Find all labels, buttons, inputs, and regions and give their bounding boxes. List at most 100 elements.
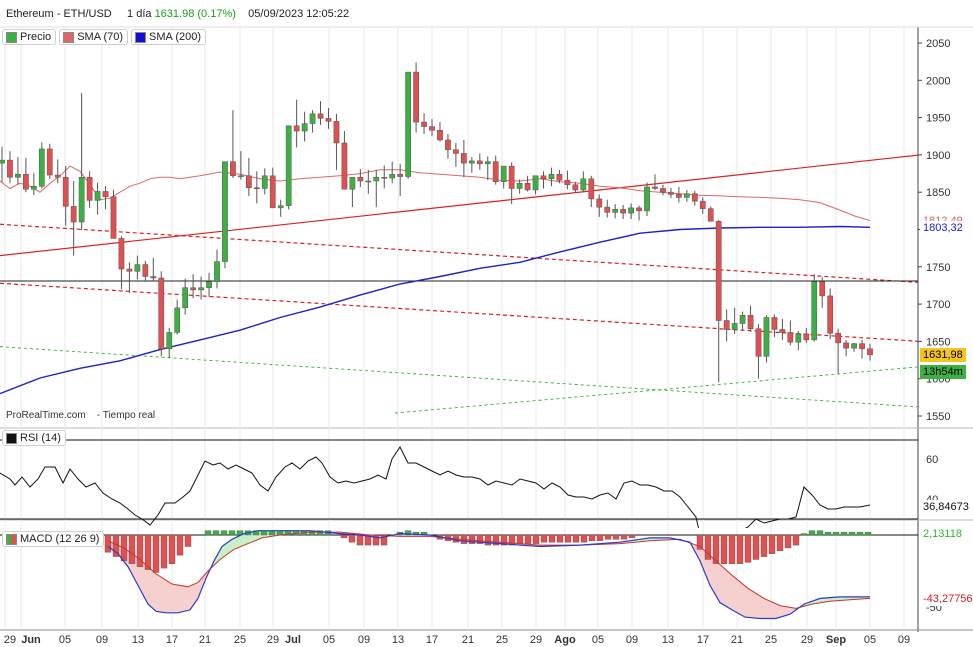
macd-hist-bar	[152, 534, 160, 573]
rsi-swatch-icon	[6, 432, 17, 444]
legend-label: SMA (200)	[149, 31, 202, 43]
candle-body	[285, 125, 292, 206]
price-legend: Precio SMA (70) SMA (200)	[2, 29, 207, 45]
candle	[604, 199, 611, 218]
macd-fill	[712, 557, 714, 593]
price-change: (0.17%)	[197, 8, 236, 20]
candle	[333, 113, 340, 170]
macd-hist-bar	[792, 534, 800, 546]
candle-body	[102, 191, 109, 197]
macd-fill	[178, 585, 180, 613]
macd-hist-bar	[800, 533, 808, 536]
candle-body	[277, 205, 284, 209]
macd-hist-bar	[268, 530, 276, 536]
macd-hist-bar	[516, 534, 524, 544]
candle-body	[564, 180, 571, 185]
candle	[556, 169, 563, 184]
candle-body	[445, 139, 451, 150]
macd-fill	[774, 602, 776, 619]
macd-hist-bar	[144, 534, 152, 570]
candle	[269, 167, 276, 209]
candle-body	[174, 307, 181, 333]
macd-legend[interactable]: MACD (12 26 9)	[2, 531, 105, 547]
x-tick-label: 29	[267, 634, 279, 646]
candle	[771, 314, 778, 337]
legend-item-sma200[interactable]: SMA (200)	[131, 29, 207, 45]
candle-body	[668, 191, 674, 195]
macd-hist-bar	[176, 534, 184, 556]
candle	[293, 99, 300, 148]
candle-body	[723, 320, 730, 330]
candle	[325, 107, 332, 129]
candle-body	[31, 185, 37, 190]
candle	[739, 311, 746, 331]
candle-body	[309, 113, 316, 124]
legend-item-sma70[interactable]: SMA (70)	[59, 29, 129, 45]
rsi-value-tag: 36,84673	[920, 500, 972, 514]
macd-hist-bar	[760, 534, 768, 557]
candle	[691, 190, 698, 206]
macd-fill	[736, 578, 738, 614]
candle	[261, 168, 268, 195]
macd-fill	[770, 601, 772, 619]
candle-body	[548, 174, 555, 180]
macd-fill	[192, 584, 194, 607]
candle	[715, 219, 722, 383]
candle	[676, 186, 682, 203]
y-tick-label: 1750	[926, 262, 950, 274]
macd-fill	[846, 596, 848, 601]
candle-body	[198, 287, 204, 291]
rsi-legend[interactable]: RSI (14)	[2, 430, 66, 446]
candle	[309, 110, 316, 133]
macd-hist-bar	[160, 534, 168, 569]
candle	[660, 184, 666, 196]
instrument-name: Ethereum - ETH/USD	[6, 8, 112, 20]
candle	[15, 157, 21, 185]
candle	[341, 131, 348, 190]
macd-fill	[144, 563, 146, 601]
macd-fill	[758, 594, 760, 619]
candle	[86, 171, 93, 208]
candle	[198, 276, 204, 300]
candle-body	[699, 200, 706, 209]
macd-hist-bar	[404, 530, 412, 536]
macd-title: MACD (12 26 9)	[20, 533, 100, 545]
candle	[803, 327, 810, 343]
candle-body	[78, 177, 85, 223]
candle	[238, 151, 244, 180]
macd-fill	[822, 598, 824, 603]
macd-fill	[722, 566, 724, 606]
macd-fill	[748, 588, 750, 618]
macd-hist-bar	[768, 534, 776, 554]
legend-item-precio[interactable]: Precio	[2, 29, 57, 45]
candle-body	[755, 328, 762, 357]
candle	[126, 262, 133, 293]
candle	[174, 299, 181, 335]
timeframe-label[interactable]: 1 día	[127, 8, 152, 20]
macd-hist-bar	[508, 534, 516, 546]
candle	[461, 139, 467, 178]
candle-body	[54, 174, 61, 178]
candle-body	[556, 174, 563, 181]
x-tick-label: 09	[898, 634, 910, 646]
macd-fill	[824, 597, 826, 603]
candle-body	[644, 186, 650, 212]
macd-fill	[234, 537, 236, 550]
macd-hist-bar	[548, 534, 556, 543]
macd-fill	[244, 533, 246, 546]
candle	[134, 255, 141, 280]
x-tick-label: 09	[96, 634, 108, 646]
candle	[476, 153, 483, 170]
macd-fill	[158, 575, 160, 612]
macd-fill	[242, 533, 244, 547]
candle-body	[341, 142, 348, 190]
macd-hist-bar	[128, 534, 136, 564]
y-tick-label: 1900	[926, 150, 950, 162]
candle	[508, 162, 515, 205]
candle	[38, 142, 45, 189]
macd-fill	[742, 583, 744, 617]
macd-fill	[176, 584, 178, 613]
candle	[787, 320, 794, 346]
candle	[827, 288, 834, 340]
macd-fill	[230, 539, 232, 553]
